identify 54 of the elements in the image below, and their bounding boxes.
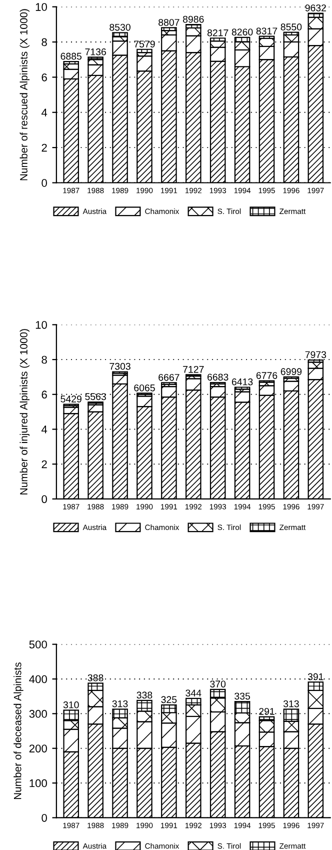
y-tick-label: 6 bbox=[42, 390, 47, 399]
y-tick-label: 2 bbox=[42, 460, 47, 468]
y-tick-label: 100 bbox=[30, 779, 47, 788]
y-axis-title: Number of injured Alpinists (X 1000) bbox=[20, 329, 30, 494]
annotation: 7303 bbox=[110, 362, 130, 370]
annotation: 6885 bbox=[60, 52, 82, 60]
annotation: 7579 bbox=[134, 40, 155, 48]
annotation: 8217 bbox=[207, 29, 228, 36]
y-tick-label: 4 bbox=[41, 108, 48, 116]
annotation: 6065 bbox=[134, 384, 155, 392]
total-label: 338 bbox=[136, 692, 152, 699]
y-tick-label: 0 bbox=[42, 814, 47, 822]
annotation: 8530 bbox=[110, 24, 130, 31]
total-label: 370 bbox=[210, 680, 226, 688]
y-tick-label: 8 bbox=[42, 356, 47, 364]
y-tick-label: 400 bbox=[29, 675, 47, 684]
annotation: 6683 bbox=[208, 374, 228, 381]
y-tick-label: 0 bbox=[42, 495, 47, 504]
total-label: 388 bbox=[88, 674, 104, 682]
y-tick-label: 2 bbox=[42, 144, 47, 152]
total-label: 310 bbox=[63, 701, 79, 708]
annotation: 5563 bbox=[85, 393, 106, 400]
y-tick-label: 10 bbox=[36, 320, 47, 329]
annotation: 5429 bbox=[60, 396, 82, 402]
total-label: 391 bbox=[308, 673, 324, 680]
y-axis-title: Number of deceased Alpinists bbox=[14, 662, 24, 800]
annotation: 8317 bbox=[256, 28, 278, 34]
annotation: 6667 bbox=[158, 374, 180, 381]
total-label: 291 bbox=[259, 708, 274, 715]
y-tick-label: 8 bbox=[42, 38, 47, 46]
y-tick-label: 200 bbox=[29, 744, 47, 752]
annotation: 7127 bbox=[183, 366, 204, 373]
total-label: 325 bbox=[161, 696, 177, 704]
y-tick-label: 6 bbox=[42, 73, 47, 82]
y-tick-label: 4 bbox=[41, 426, 48, 434]
annotation: 8986 bbox=[183, 16, 204, 23]
annotation: 6413 bbox=[232, 378, 253, 386]
y-tick-label: 300 bbox=[29, 710, 47, 718]
annotation: 6999 bbox=[280, 368, 302, 376]
annotation: 9632 bbox=[305, 4, 326, 12]
annotation: 7136 bbox=[85, 48, 106, 56]
total-label: 335 bbox=[234, 692, 250, 700]
annotation: 6776 bbox=[256, 372, 278, 379]
annotation: 8807 bbox=[158, 18, 180, 26]
annotation: 7973 bbox=[305, 351, 326, 358]
total-label: 313 bbox=[112, 700, 128, 708]
total-label: 313 bbox=[283, 700, 299, 708]
annotation: 8260 bbox=[232, 28, 253, 36]
y-axis-title: Number of rescued Alpinists (X 1000) bbox=[20, 9, 30, 180]
total-label: 344 bbox=[186, 690, 202, 696]
y-tick-label: 0 bbox=[42, 179, 47, 187]
y-tick-label: 10 bbox=[36, 3, 47, 11]
y-tick-label: 500 bbox=[29, 640, 47, 648]
annotation: 8550 bbox=[280, 24, 302, 30]
